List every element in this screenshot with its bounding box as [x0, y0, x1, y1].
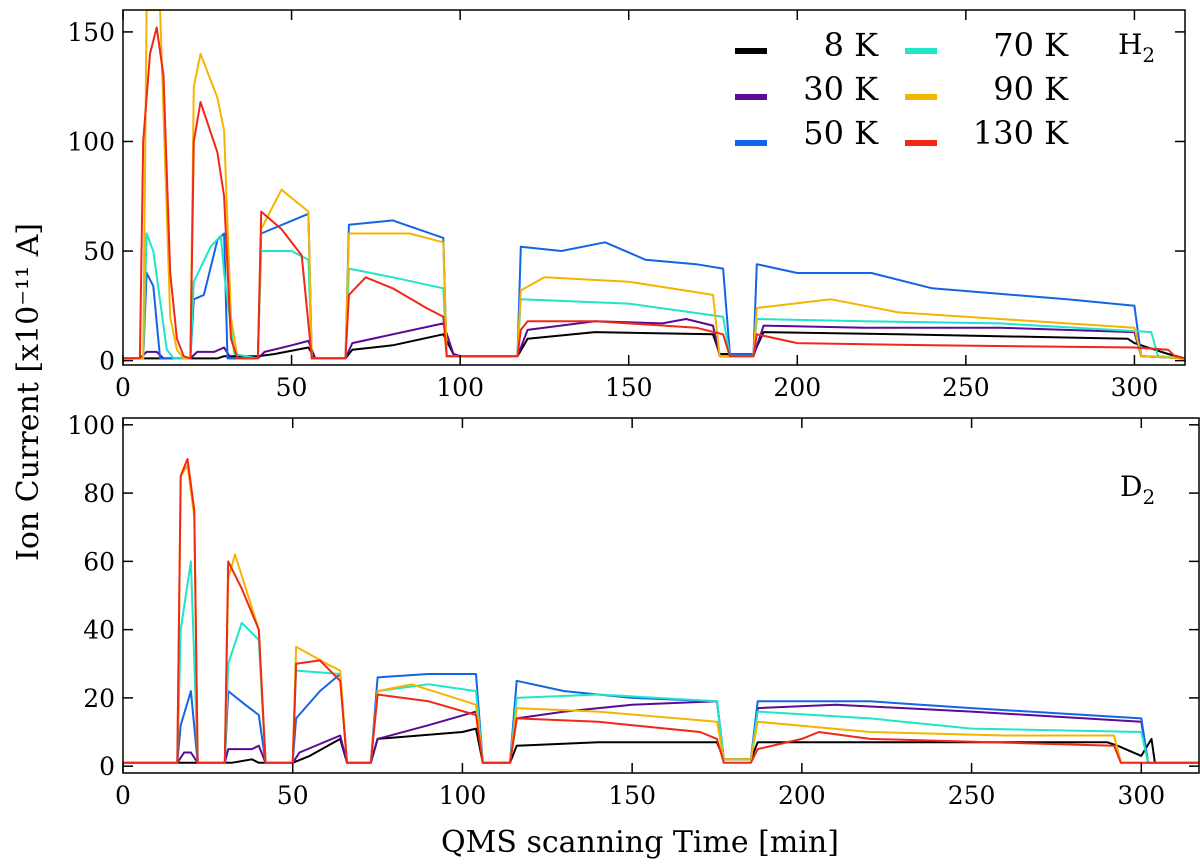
d2-panel: 0 50 100 150 200 250 300 0 20 40 60 80 100 D2	[67, 411, 1200, 810]
top-y-tick-label: 150	[67, 18, 115, 47]
bottom-series-8k	[123, 727, 1199, 764]
bottom-x-tick-label: 300	[1117, 781, 1165, 810]
top-x-tick-label: 300	[1111, 373, 1159, 402]
top-x-tick-label: 100	[436, 373, 484, 402]
d2-plot-frame	[122, 417, 1200, 774]
bottom-x-tick-label: 200	[778, 781, 826, 810]
h2-ticks: 0 50 100 150 200 250 300 0 50 100 150	[67, 10, 1185, 402]
top-y-tick-label: 50	[83, 237, 115, 266]
top-y-tick-label: 100	[67, 127, 115, 156]
bottom-y-tick-label: 60	[83, 547, 115, 576]
bottom-series-50k	[123, 673, 1199, 764]
top-x-tick-label: 50	[276, 373, 308, 402]
top-x-tick-label: 0	[115, 373, 131, 402]
bottom-y-tick-label: 100	[67, 411, 115, 440]
d2-series-group	[123, 458, 1199, 764]
bottom-series-70k	[123, 560, 1199, 764]
legend-label-8k: 8 K	[824, 26, 880, 64]
top-x-tick-label: 250	[942, 373, 990, 402]
bottom-x-tick-label: 0	[115, 781, 131, 810]
bottom-series-130k	[123, 458, 1199, 764]
bottom-x-tick-label: 50	[277, 781, 309, 810]
bottom-x-tick-label: 250	[948, 781, 996, 810]
h2-series-group	[123, 10, 1185, 360]
h2-panel: 0 50 100 150 200 250 300 0 50 100 150 H2 8 K 30 K …	[67, 9, 1186, 402]
legend-label-130k: 130 K	[973, 114, 1069, 152]
legend-label-50k: 50 K	[803, 114, 879, 152]
top-y-tick-label: 0	[99, 347, 115, 376]
x-axis-title: QMS scanning Time [min]	[441, 825, 839, 860]
h2-plot-frame	[122, 9, 1186, 366]
legend: 8 K 30 K 50 K 70 K 90 K 130 K	[735, 26, 1069, 152]
top-series-8k	[123, 331, 1185, 360]
bottom-y-tick-label: 80	[83, 479, 115, 508]
legend-label-90k: 90 K	[993, 70, 1069, 108]
bottom-series-30k	[123, 700, 1199, 764]
d2-ticks: 0 50 100 150 200 250 300 0 20 40 60 80 100	[67, 411, 1199, 810]
bottom-x-tick-label: 100	[439, 781, 487, 810]
d2-label: D2	[1120, 470, 1155, 509]
bottom-y-tick-label: 40	[83, 616, 115, 645]
bottom-x-tick-label: 150	[608, 781, 656, 810]
bottom-y-tick-label: 20	[83, 684, 115, 713]
legend-label-30k: 30 K	[803, 70, 879, 108]
bottom-y-tick-label: 0	[99, 752, 115, 781]
h2-label: H2	[1118, 28, 1155, 67]
legend-label-70k: 70 K	[993, 26, 1069, 64]
top-series-130k	[123, 26, 1185, 360]
top-x-tick-label: 150	[605, 373, 653, 402]
bottom-series-90k	[123, 464, 1199, 764]
top-x-tick-label: 200	[773, 373, 821, 402]
top-series-30k	[123, 318, 1185, 360]
y-axis-title: Ion Current [x10⁻¹¹ A]	[11, 223, 46, 561]
